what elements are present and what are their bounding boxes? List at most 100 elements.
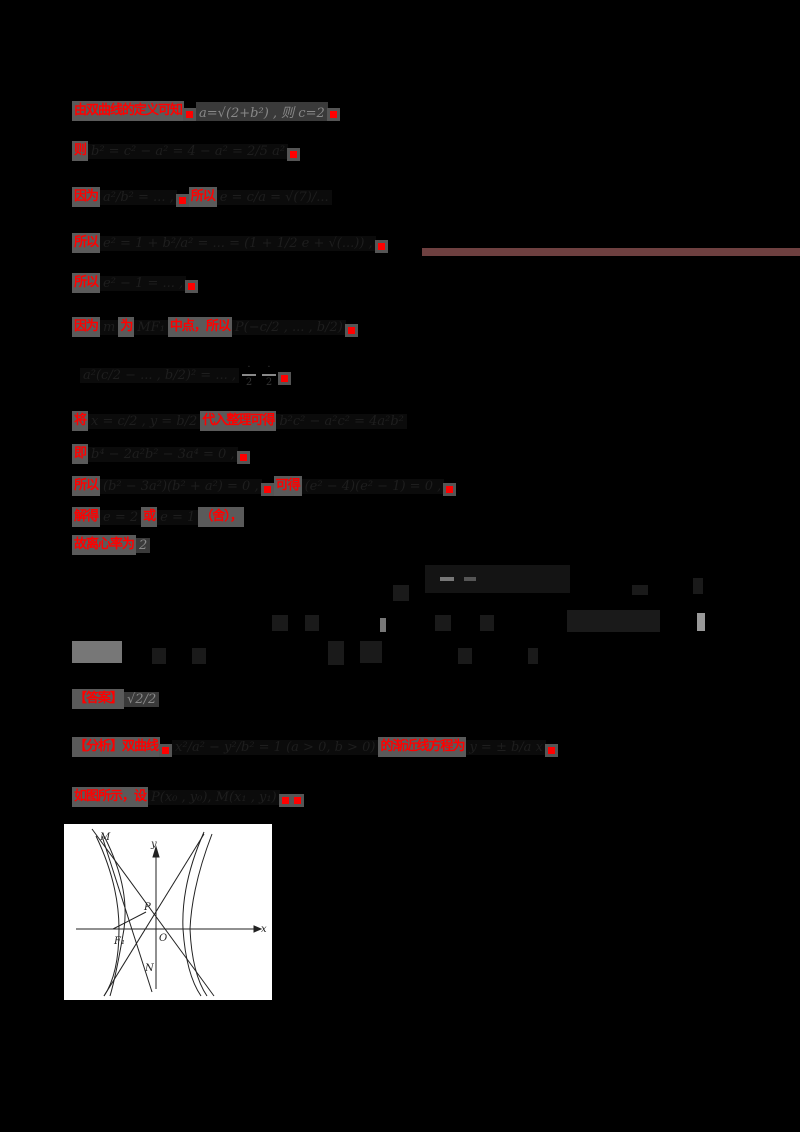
fraction: · 2 [242,362,256,388]
solution-line-2: 则 b² = c² − a² = 4 − a² = 2/5 a² [72,140,300,162]
formula-fragment [612,610,660,632]
punct-marker [263,485,271,493]
red-text: 如图所示，设 [72,787,149,807]
punct-marker [281,374,288,382]
red-text: 因为 [72,187,101,207]
red-text: 代入整理可得 [200,411,277,431]
formula: x = c/2 , y = b/2 [88,413,201,429]
formula-fragment [632,585,648,595]
solution-line-4: 所以 e² = 1 + b²/a² = ... = (1 + 1/2 e + √… [72,232,388,254]
punct-marker [547,746,555,754]
label-M: M [99,832,111,843]
formula-fragment [458,648,472,664]
red-text: 所以 [188,187,217,207]
formula: e² − 1 = ... , [100,275,187,291]
formula-fragment [480,615,494,631]
formula: m [100,319,119,335]
red-text: 即 [72,444,89,464]
formula: e = c/a = √(7)/... [216,189,332,205]
solution-line-3: 因为 a²/b² = ... , 所以 e = c/a = √(7)/... [72,186,332,208]
red-text: 则 [72,141,89,161]
formula: b²c² − a²c² = 4a²b² [276,413,407,429]
formula: P(x₀ , y₀), M(x₁ , y₁) [148,789,280,805]
punct-marker [188,282,196,290]
red-text: 的渐近线方程为 [378,737,467,757]
label-O: O [159,933,167,944]
line-MN [101,835,153,993]
label-y: y [150,839,157,850]
analysis-label: 【分析】双曲线 [72,737,161,757]
label-N: N [144,963,155,974]
formula: b⁴ − 2a²b² − 3a⁴ = 0 , [88,446,238,462]
punct-marker [446,485,454,493]
formula: b² = c² − a² = 4 − a² = 2/5 a² [88,143,289,159]
formula-fragment [328,641,344,665]
solution-line-6: 因为 m 为 MF₁ 中点，所以 P(−c/2 , ... , b/2) [72,316,358,338]
formula-fragment [272,615,288,631]
formula: a²(c/2 − ... , b/2)² = ... , [80,367,239,383]
equals-sign [464,577,476,581]
formula: y = ± b/a x [466,739,546,755]
red-text: 为 [118,317,135,337]
label-F1: F₁ [113,936,125,947]
right-branch [182,831,205,997]
formula-fragment [693,578,703,594]
solution-line-8: 将 x = c/2 , y = b/2 代入整理可得 b²c² − a²c² =… [72,410,407,432]
solution-line-5: 所以 e² − 1 = ... , [72,272,198,294]
label-x: x [261,924,267,935]
red-text: 所以 [72,233,101,253]
formula-fragment [567,610,612,632]
formula-fragment [72,641,122,663]
solution-line-9: 即 b⁴ − 2a²b² − 3a⁴ = 0 , [72,443,250,465]
punct-marker [186,110,194,118]
formula-fragment [435,615,451,631]
formula: a=√(2+b²) , 则 c=2 [196,101,328,121]
label-P: P [143,902,151,913]
formula-fragment [380,618,386,632]
left-branch [95,835,120,997]
formula: a²/b² = ... , [100,189,177,205]
punct-marker [329,110,337,118]
punct-marker [293,796,301,804]
solution-line-10: 所以 (b² − 3a²)(b² + a²) = 0 , 可得 (e² − 4)… [72,475,456,497]
highlight-strip [422,248,800,256]
formula-fragment [697,613,705,631]
formula: (b² − 3a²)(b² + a²) = 0 , [100,478,262,494]
solution-line-1: 由双曲线的定义可知 a=√(2+b²) , 则 c=2 [72,100,340,122]
punct-marker [377,242,385,250]
hyperbola-diagram: M P F₁ O N x y [76,828,267,997]
x-axis-arrow-icon [253,925,263,933]
solution-line-7: a²(c/2 − ... , b/2)² = ... , · 2 · 2 [80,362,291,388]
punct-marker [162,746,170,754]
answer-value: √2/2 [124,691,160,707]
formula: e² = 1 + b²/a² = ... = (1 + 1/2 e + √(..… [100,235,376,251]
asymptote-1 [91,828,215,997]
red-text: 所以 [72,476,101,496]
red-text: 中点，所以 [167,317,232,337]
formula-fragment [305,615,319,631]
solution-line-12: 故离心率为 2 [72,534,151,556]
formula: e = 2 [100,509,142,525]
solution-line-11: 解得 e = 2 或 e = 1 （舍）， [72,506,244,528]
red-text: 所以 [72,273,101,293]
punct-marker [347,326,355,334]
punct-marker [239,453,247,461]
formula-fragment [152,648,166,664]
red-text: 将 [72,411,89,431]
figure-intro-line: 如图所示，设 P(x₀ , y₀), M(x₁ , y₁) [72,786,304,808]
red-text: （舍）， [198,507,244,527]
answer-label: 【答案】 [72,689,125,709]
punct-marker [281,796,289,804]
formula: 2 [136,537,151,553]
red-text: 可得 [273,476,302,496]
y-axis-arrow-icon [152,845,160,858]
red-text: 因为 [72,317,101,337]
red-text: 或 [141,507,158,527]
red-text: 由双曲线的定义可知 [72,101,185,121]
equals-sign [440,577,454,581]
formula: x²/a² − y²/b² = 1 (a > 0, b > 0) [172,739,379,755]
formula: MF₁ [134,319,168,335]
fraction: · 2 [262,362,276,388]
asymptote-2 [103,833,205,997]
segment-F1P [112,911,147,930]
